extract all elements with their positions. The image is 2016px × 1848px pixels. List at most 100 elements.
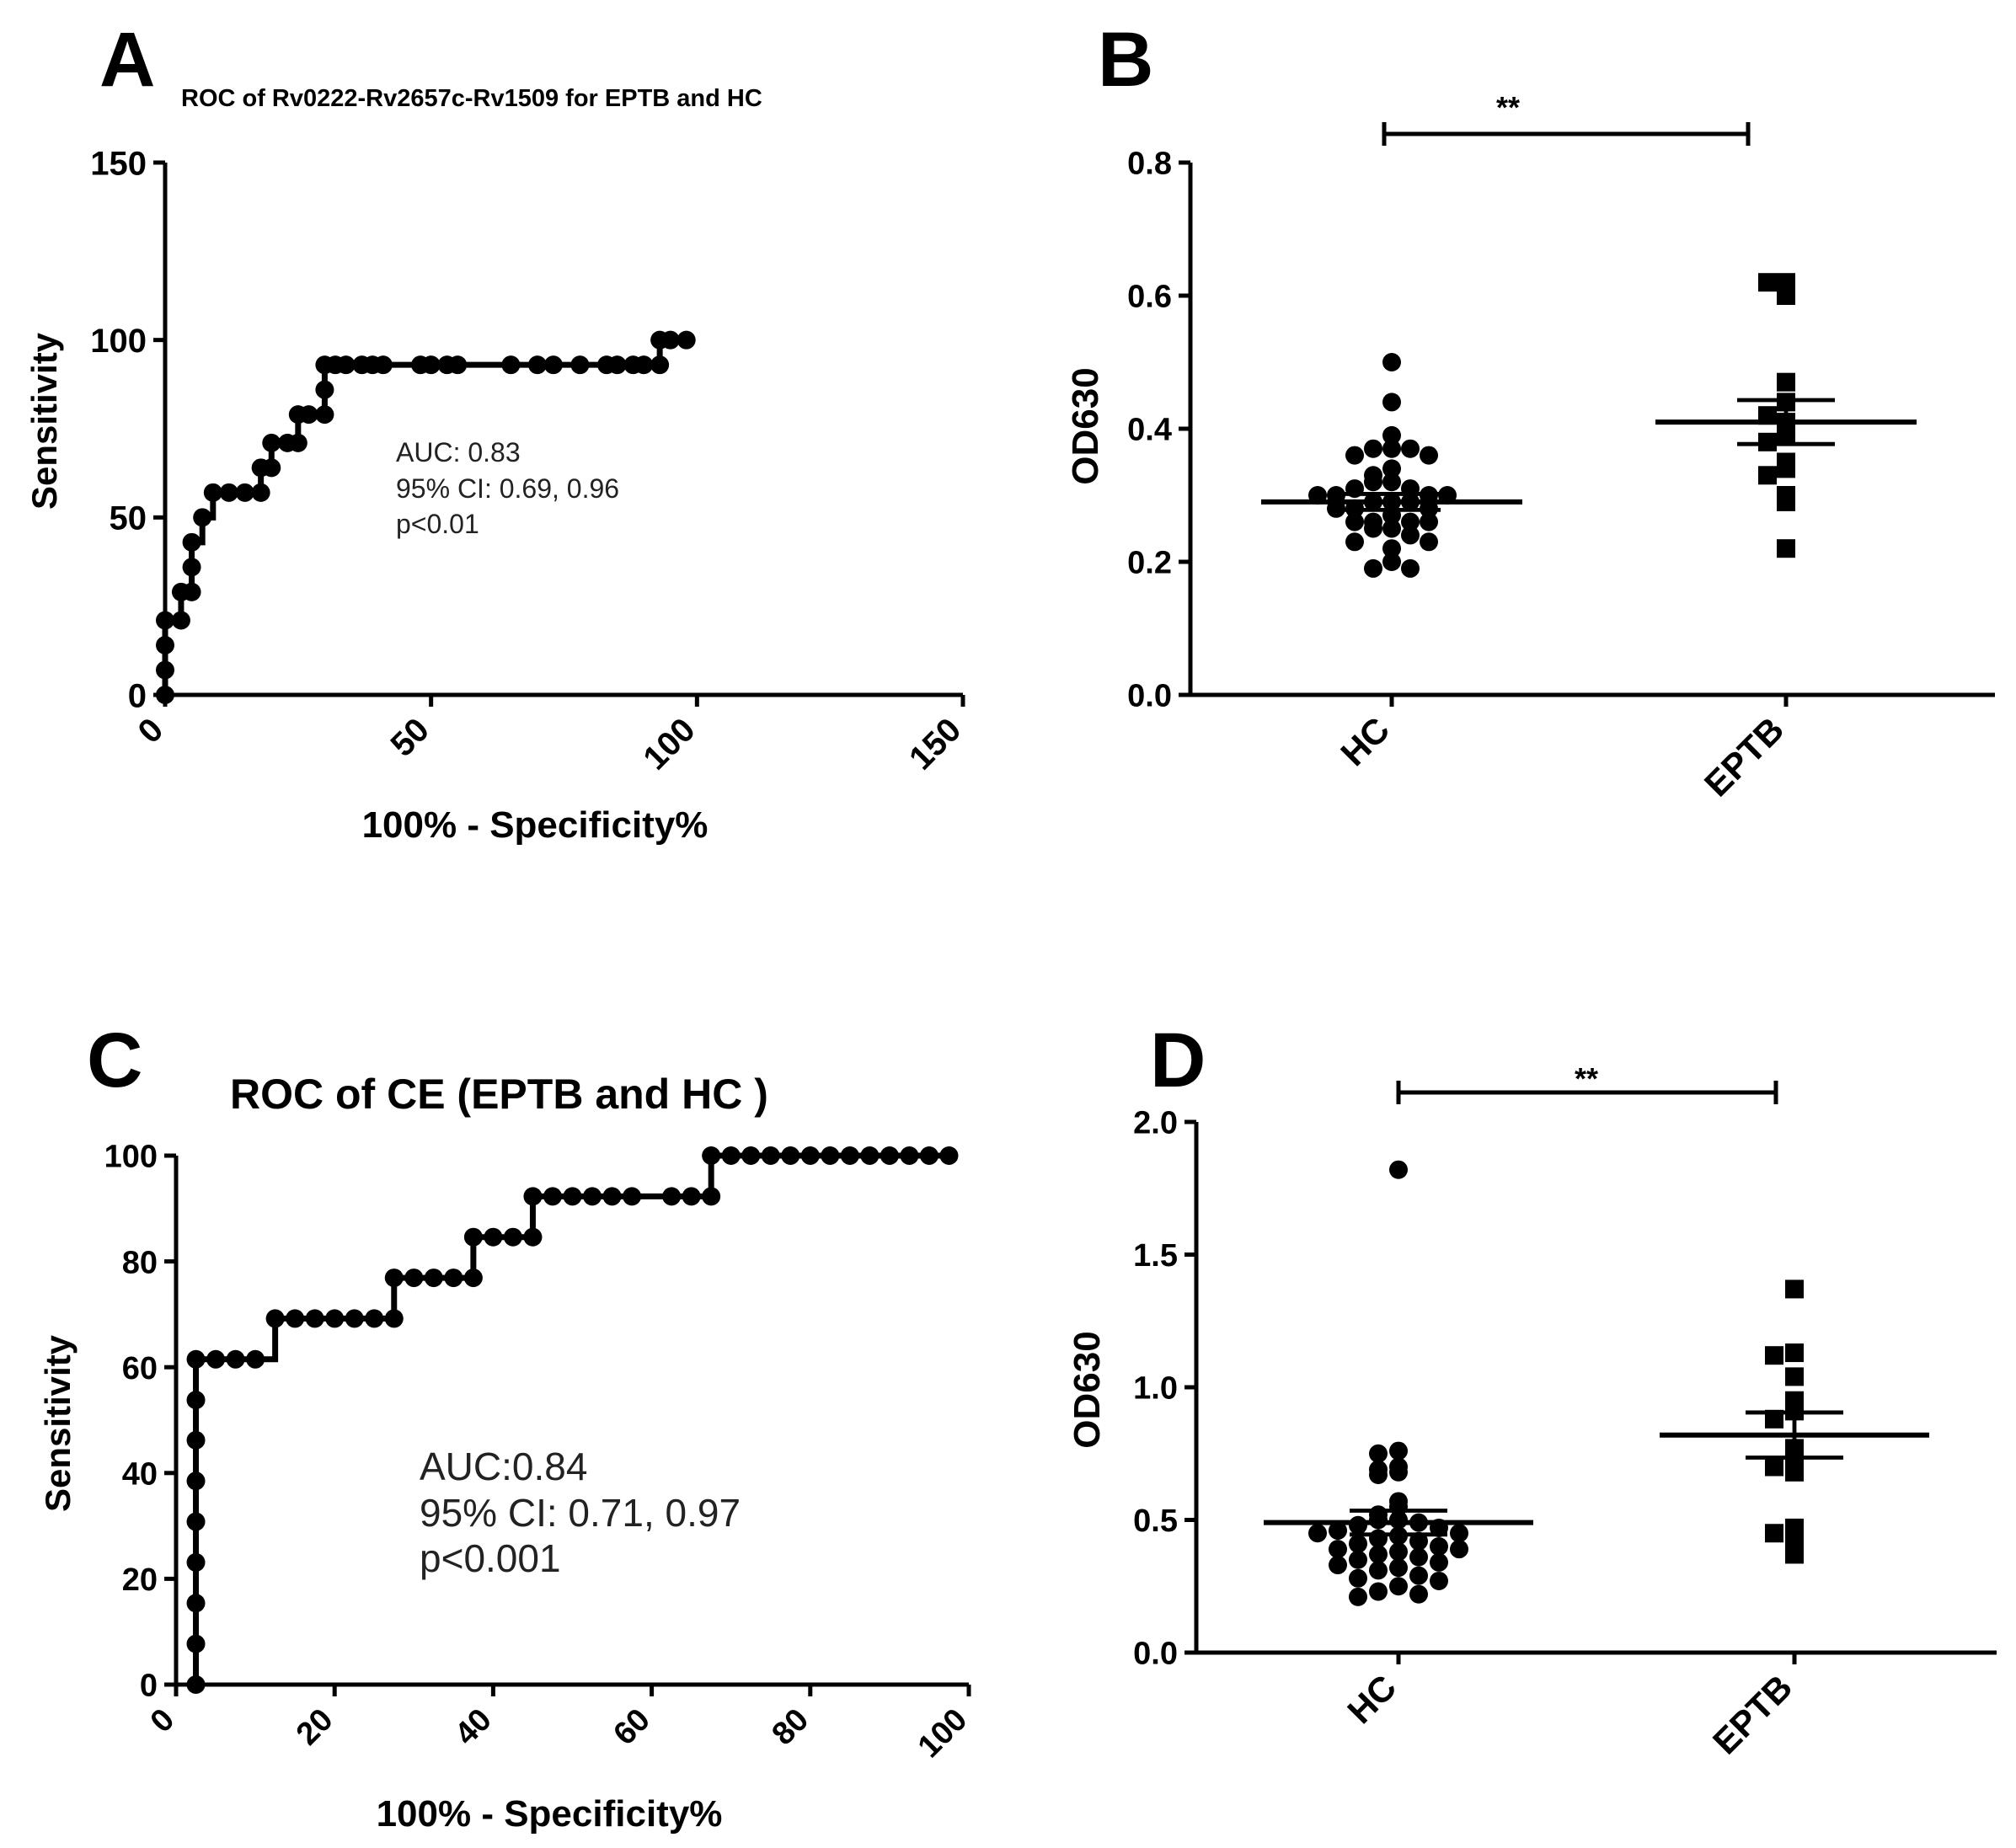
roc-point — [840, 1146, 859, 1165]
roc-point — [251, 483, 270, 502]
roc-point — [315, 405, 334, 425]
panel-c: C ROC of CE (EPTB and HC ) 0 20 40 60 80 100 0… — [38, 1017, 974, 1835]
data-point-hc — [1401, 526, 1420, 545]
y-tick-label: 50 — [110, 500, 147, 537]
panel-a-letter: A — [99, 17, 155, 103]
x-tick-label: 0 — [144, 1702, 182, 1740]
x-tick-label: 60 — [607, 1702, 657, 1753]
roc-point — [182, 558, 201, 577]
panel-a-annotation-ci: 95% CI: 0.69, 0.96 — [396, 473, 619, 504]
y-tick-label: 0.0 — [1133, 1637, 1178, 1672]
data-point-hc — [1349, 1534, 1367, 1553]
y-tick-label: 100 — [104, 1140, 158, 1175]
roc-point — [156, 636, 174, 655]
y-tick-label: 60 — [122, 1351, 158, 1386]
roc-point — [325, 1309, 345, 1328]
roc-point — [345, 1309, 364, 1328]
data-point-hc — [1382, 473, 1401, 492]
data-point-hc — [1389, 1160, 1408, 1179]
data-point-hc — [1369, 1444, 1388, 1463]
data-point-hc — [1345, 532, 1364, 552]
roc-point — [262, 458, 281, 478]
roc-point — [226, 1349, 245, 1369]
y-tick-label: 1.0 — [1133, 1371, 1178, 1407]
roc-point — [662, 1187, 682, 1206]
x-tick-label: 80 — [766, 1702, 816, 1753]
roc-point — [682, 1187, 701, 1206]
roc-point — [650, 355, 670, 375]
roc-point — [186, 1634, 206, 1653]
panel-a-title: ROC of Rv0222-Rv2657c-Rv1509 for EPTB an… — [181, 85, 762, 112]
y-tick-label: 2.0 — [1133, 1106, 1178, 1141]
x-category-label: EPTB — [1705, 1667, 1799, 1761]
panel-d-plot: 0.0 0.5 1.0 1.5 2.0 HC EPTB — [1133, 1081, 1997, 1762]
panel-c-letter: C — [87, 1017, 142, 1103]
panel-a-annotation-auc: AUC: 0.83 — [396, 437, 521, 467]
y-tick-label: 1.5 — [1133, 1238, 1178, 1274]
roc-point — [501, 355, 521, 375]
roc-point — [527, 355, 547, 375]
roc-point — [623, 1187, 642, 1206]
y-tick-label: 0.8 — [1127, 147, 1172, 182]
data-point-hc — [1382, 519, 1401, 538]
data-point-hc — [1369, 1582, 1388, 1601]
roc-point — [503, 1227, 522, 1247]
data-point-hc — [1401, 558, 1420, 578]
data-point-hc — [1430, 1537, 1448, 1556]
roc-point — [543, 355, 563, 375]
roc-point — [800, 1146, 820, 1165]
data-point-hc — [1409, 1547, 1428, 1567]
panel-a: A ROC of Rv0222-Rv2657c-Rv1509 for EPTB … — [24, 17, 968, 846]
roc-point — [919, 1146, 938, 1165]
roc-point — [186, 1675, 206, 1694]
data-point-hc — [1329, 1540, 1347, 1559]
x-category-label: EPTB — [1697, 709, 1791, 804]
y-tick-label: 0.0 — [1127, 679, 1172, 714]
roc-point — [186, 1471, 206, 1491]
roc-point — [523, 1227, 543, 1247]
roc-point — [182, 582, 201, 601]
data-point-hc — [1369, 1561, 1388, 1580]
data-point-eptb — [1777, 539, 1795, 558]
roc-point — [156, 660, 174, 680]
panel-c-annotation-ci: 95% CI: 0.71, 0.97 — [420, 1491, 741, 1535]
roc-point — [384, 1309, 404, 1328]
y-tick-label: 80 — [122, 1245, 158, 1280]
roc-point — [563, 1187, 582, 1206]
roc-point — [602, 1187, 622, 1206]
panel-c-ylabel: Sensitivity — [38, 1334, 78, 1512]
roc-point — [421, 355, 441, 375]
roc-point — [583, 1187, 602, 1206]
y-tick-label: 100 — [90, 323, 147, 360]
data-point-hc — [1389, 1542, 1408, 1562]
y-tick-label: 0.5 — [1133, 1504, 1178, 1539]
y-tick-label: 0 — [140, 1669, 158, 1704]
data-point-hc — [1409, 1566, 1428, 1585]
roc-point — [219, 483, 238, 502]
roc-point — [186, 1594, 206, 1613]
roc-point — [186, 1552, 206, 1572]
y-tick-label: 40 — [122, 1456, 158, 1492]
data-point-eptb — [1785, 1391, 1804, 1410]
roc-point — [741, 1146, 761, 1165]
x-tick-label: 100 — [636, 711, 702, 777]
panel-a-plot: 0 50 100 150 0 50 100 150 — [90, 145, 968, 777]
roc-point — [880, 1146, 899, 1165]
data-point-hc — [1382, 539, 1401, 558]
roc-point — [939, 1146, 959, 1165]
roc-point — [265, 1309, 285, 1328]
roc-point — [193, 508, 212, 527]
roc-point — [336, 355, 356, 375]
roc-point — [182, 532, 201, 552]
data-point-eptb — [1777, 486, 1795, 505]
roc-point — [484, 1227, 503, 1247]
roc-point — [203, 483, 222, 502]
roc-point — [156, 686, 174, 704]
data-point-eptb — [1777, 452, 1795, 472]
roc-point — [404, 1268, 424, 1288]
data-point-hc — [1382, 439, 1401, 458]
data-point-hc — [1430, 1571, 1448, 1590]
panel-c-title: ROC of CE (EPTB and HC ) — [230, 1071, 768, 1118]
panel-b-significance: ** — [1496, 90, 1520, 125]
